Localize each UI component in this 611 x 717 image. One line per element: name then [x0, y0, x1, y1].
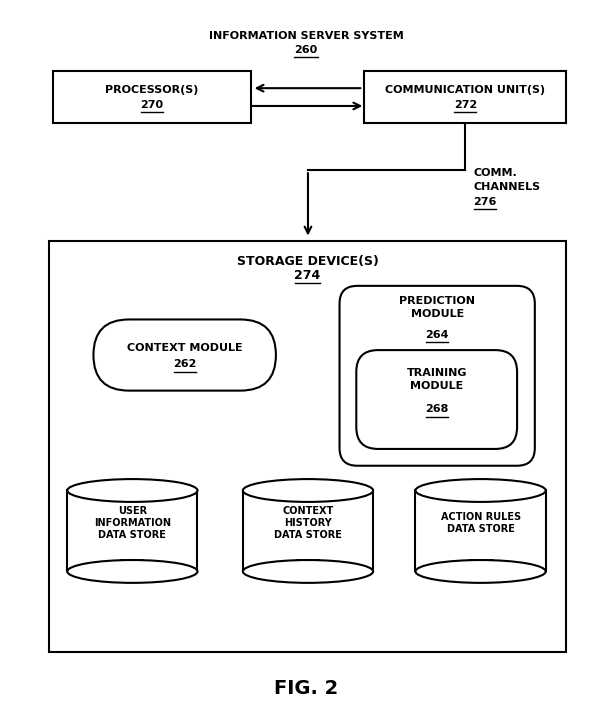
Bar: [243, 490, 373, 571]
Text: CONTEXT
HISTORY
DATA STORE: CONTEXT HISTORY DATA STORE: [274, 505, 342, 541]
Text: 270C: 270C: [467, 559, 494, 569]
Bar: [415, 490, 546, 571]
FancyBboxPatch shape: [93, 320, 276, 391]
Ellipse shape: [415, 479, 546, 502]
Text: 274: 274: [295, 270, 321, 282]
Ellipse shape: [415, 560, 546, 583]
Text: TRAINING
MODULE: TRAINING MODULE: [406, 368, 467, 391]
Ellipse shape: [67, 560, 197, 583]
Text: 264: 264: [425, 331, 449, 341]
Text: ACTION RULES
DATA STORE: ACTION RULES DATA STORE: [441, 512, 521, 534]
Text: USER
INFORMATION
DATA STORE: USER INFORMATION DATA STORE: [94, 505, 171, 541]
Ellipse shape: [243, 479, 373, 502]
Text: 276: 276: [474, 197, 497, 206]
Bar: [54, 72, 251, 123]
Bar: [48, 242, 566, 652]
Text: FIG. 2: FIG. 2: [274, 678, 338, 698]
Text: 272: 272: [453, 100, 477, 110]
Text: INFORMATION SERVER SYSTEM: INFORMATION SERVER SYSTEM: [208, 31, 403, 41]
Text: COMM.
CHANNELS: COMM. CHANNELS: [473, 168, 540, 191]
Text: 270B: 270B: [294, 559, 322, 569]
Text: STORAGE DEVICE(S): STORAGE DEVICE(S): [236, 255, 378, 267]
Bar: [67, 490, 197, 571]
Bar: [364, 72, 566, 123]
Ellipse shape: [67, 479, 197, 502]
Text: PROCESSOR(S): PROCESSOR(S): [106, 85, 199, 95]
Text: 260: 260: [295, 44, 318, 54]
Ellipse shape: [243, 560, 373, 583]
Text: 270: 270: [141, 100, 164, 110]
FancyBboxPatch shape: [340, 286, 535, 466]
Text: 262: 262: [173, 359, 196, 369]
Text: 268: 268: [425, 404, 448, 414]
Text: 270A: 270A: [119, 559, 146, 569]
Text: COMMUNICATION UNIT(S): COMMUNICATION UNIT(S): [385, 85, 546, 95]
Text: PREDICTION
MODULE: PREDICTION MODULE: [399, 296, 475, 319]
FancyBboxPatch shape: [356, 350, 517, 449]
Text: CONTEXT MODULE: CONTEXT MODULE: [127, 343, 243, 353]
